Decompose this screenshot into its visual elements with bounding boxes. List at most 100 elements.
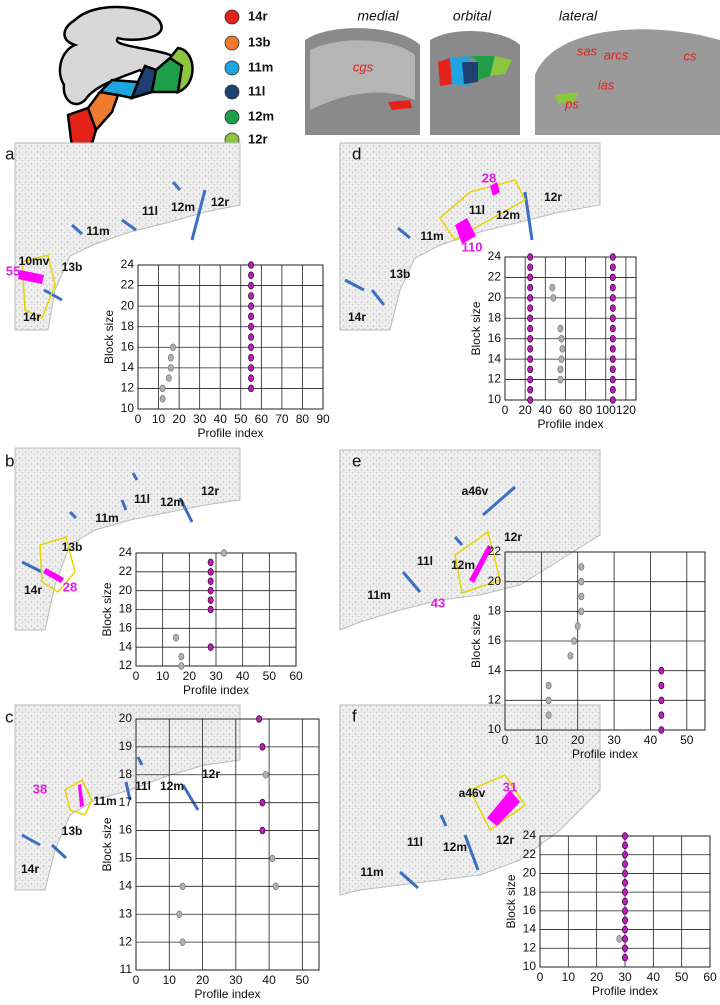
x-tick-label: 50 bbox=[296, 973, 310, 987]
y-tick-label: 24 bbox=[488, 249, 502, 263]
data-point bbox=[207, 558, 214, 567]
data-point bbox=[259, 798, 266, 807]
data-point bbox=[558, 334, 565, 343]
x-tick-label: 30 bbox=[618, 970, 632, 984]
data-point bbox=[272, 882, 279, 891]
data-point bbox=[207, 596, 214, 604]
y-tick-label: 12 bbox=[488, 372, 502, 386]
legend-label: 11m bbox=[248, 59, 273, 74]
x-tick-label: 40 bbox=[214, 412, 228, 426]
roi-outline bbox=[468, 774, 527, 832]
data-point bbox=[527, 396, 534, 404]
area-boundary bbox=[124, 781, 132, 801]
y-tick-label: 14 bbox=[119, 639, 133, 653]
y-tick-label: 17 bbox=[119, 795, 133, 809]
data-point bbox=[609, 273, 616, 282]
panel-letter: a bbox=[5, 144, 15, 163]
data-point bbox=[165, 374, 172, 382]
y-tick-label: 20 bbox=[119, 583, 133, 597]
data-point bbox=[578, 607, 585, 616]
roi-outline bbox=[21, 254, 56, 320]
profile-label: 110 bbox=[462, 239, 483, 254]
area-label: 12r bbox=[544, 190, 562, 204]
data-point bbox=[179, 882, 186, 891]
data-point bbox=[527, 345, 534, 353]
data-point bbox=[527, 294, 534, 302]
data-point bbox=[259, 826, 266, 835]
sulcus-label: cgs bbox=[353, 59, 374, 74]
data-point bbox=[574, 622, 581, 630]
y-tick-label: 16 bbox=[121, 339, 135, 353]
x-tick-label: 40 bbox=[262, 973, 276, 987]
view-label: medial bbox=[357, 8, 399, 24]
panel-letter: c bbox=[5, 707, 14, 726]
profile-label: 28 bbox=[63, 579, 77, 594]
area-boundary bbox=[68, 510, 78, 520]
plot-frame bbox=[504, 256, 637, 401]
area-label: 12m bbox=[171, 200, 195, 214]
tissue-section bbox=[14, 704, 241, 891]
x-tick-label: 0 bbox=[502, 403, 509, 417]
data-point bbox=[571, 637, 578, 645]
area-label: 11l bbox=[469, 203, 485, 217]
y-tick-label: 24 bbox=[523, 828, 537, 842]
area-boundary bbox=[523, 191, 534, 241]
data-point bbox=[658, 696, 665, 705]
schematic bbox=[58, 5, 194, 152]
data-point bbox=[545, 681, 552, 690]
data-point bbox=[159, 384, 166, 393]
area-boundary bbox=[121, 218, 137, 232]
panel-letter: d bbox=[352, 144, 361, 163]
data-point bbox=[545, 696, 552, 705]
y-tick-label: 16 bbox=[119, 823, 133, 837]
data-point bbox=[248, 322, 255, 331]
data-point bbox=[207, 586, 214, 595]
data-point bbox=[622, 935, 628, 943]
data-point bbox=[527, 355, 534, 363]
data-point bbox=[609, 345, 616, 353]
data-point bbox=[169, 343, 176, 352]
y-tick-label: 14 bbox=[523, 922, 537, 936]
profile-label: 28 bbox=[482, 170, 496, 185]
area-label: 12r bbox=[211, 195, 229, 209]
x-tick-label: 40 bbox=[647, 970, 661, 984]
x-tick-label: 90 bbox=[316, 412, 330, 426]
area-boundary bbox=[190, 189, 207, 241]
area-boundary bbox=[463, 834, 480, 871]
area-boundary bbox=[181, 784, 200, 811]
data-point bbox=[622, 888, 628, 896]
data-point bbox=[609, 294, 616, 302]
plot-frame bbox=[137, 264, 324, 410]
data-point bbox=[527, 304, 534, 312]
y-tick-label: 15 bbox=[119, 851, 133, 865]
area-label: 12r bbox=[496, 833, 514, 847]
y-axis-label: Block size bbox=[102, 310, 116, 364]
x-tick-label: 30 bbox=[607, 733, 621, 747]
data-point bbox=[622, 869, 628, 878]
sulcus-label: cs bbox=[684, 48, 698, 63]
data-point bbox=[259, 743, 266, 751]
y-axis-label: Block size bbox=[100, 817, 114, 871]
x-tick-label: 20 bbox=[518, 403, 532, 417]
x-axis-label: Profile index bbox=[572, 747, 638, 761]
area-label: 12r bbox=[504, 530, 522, 544]
chart: 12 14 16 18 20 22 24 0 10 20 30 40 50 60 Profile index… bbox=[100, 545, 303, 697]
x-tick-label: 80 bbox=[579, 403, 593, 417]
area-boundary bbox=[43, 288, 63, 302]
y-tick-label: 22 bbox=[523, 847, 537, 861]
y-tick-label: 22 bbox=[119, 564, 133, 578]
x-tick-label: 10 bbox=[152, 412, 166, 426]
y-tick-label: 24 bbox=[119, 545, 133, 559]
data-point bbox=[609, 386, 616, 394]
sulcus-label: arcs bbox=[604, 47, 629, 62]
chart: 10 12 14 16 18 20 22 24 0 20 40 60 80 100 120 Profile i… bbox=[469, 249, 637, 431]
area-boundary bbox=[171, 181, 182, 191]
panel: d 11l 12m 12r 11m 13b 14r 28 110 bbox=[339, 142, 601, 331]
panel: f a46v 12r 12m 11l 11m 31 bbox=[339, 704, 601, 896]
profile-highlight bbox=[469, 545, 492, 583]
data-point bbox=[527, 273, 534, 282]
data-point bbox=[578, 592, 585, 601]
plot-frame bbox=[135, 718, 320, 971]
sulcus-label: sas bbox=[577, 43, 598, 58]
profile-label: 31 bbox=[503, 779, 517, 794]
